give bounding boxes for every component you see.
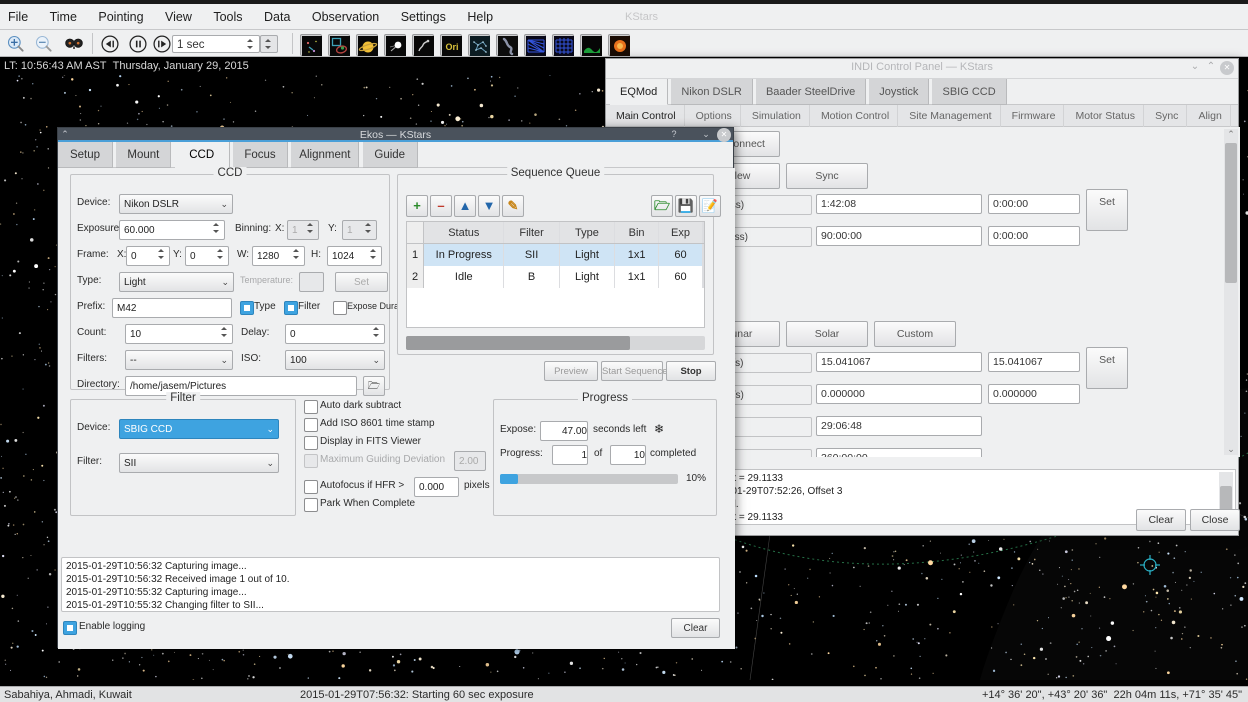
svg-text:Ori: Ori	[445, 42, 458, 52]
